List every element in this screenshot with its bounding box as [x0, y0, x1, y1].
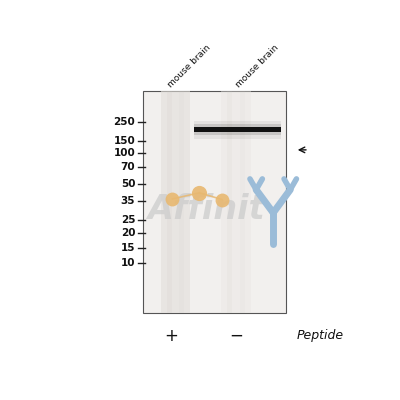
Bar: [167, 91, 172, 313]
Text: Affinit: Affinit: [148, 193, 265, 226]
Bar: [179, 91, 184, 313]
Text: mouse brain: mouse brain: [234, 43, 281, 90]
Point: [196, 190, 203, 196]
Point: [169, 196, 176, 202]
Bar: [194, 121, 281, 138]
Point: [219, 196, 225, 203]
Bar: [221, 91, 251, 313]
Text: Peptide: Peptide: [296, 330, 344, 342]
Text: 50: 50: [121, 179, 135, 189]
Text: mouse brain: mouse brain: [166, 43, 212, 90]
Bar: [194, 127, 281, 132]
Text: 100: 100: [114, 148, 135, 158]
Text: 35: 35: [121, 196, 135, 206]
Text: 10: 10: [121, 258, 135, 268]
Text: −: −: [229, 327, 243, 345]
Bar: [143, 91, 286, 313]
Text: 150: 150: [114, 136, 135, 146]
Text: 15: 15: [121, 243, 135, 253]
Text: 20: 20: [121, 228, 135, 238]
Bar: [161, 91, 190, 313]
Bar: [194, 124, 281, 136]
Text: +: +: [164, 327, 178, 345]
Bar: [227, 91, 232, 313]
Text: 25: 25: [121, 215, 135, 225]
Text: 70: 70: [121, 162, 135, 172]
Text: 250: 250: [114, 117, 135, 127]
Bar: [240, 91, 245, 313]
